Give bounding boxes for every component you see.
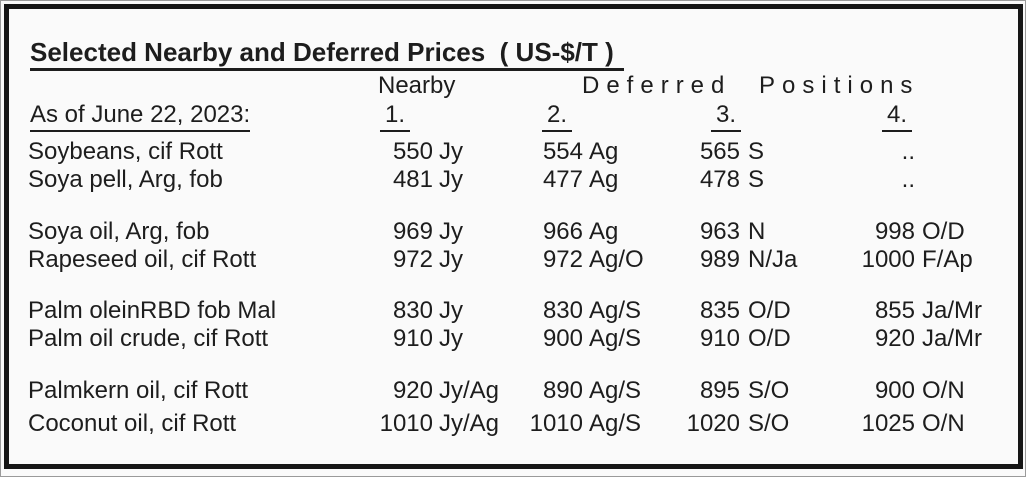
price-deferred-3-value: 835 [699,297,740,324]
price-nearby-1-value: 550 [392,138,433,165]
price-deferred-2-months: Ag [589,218,619,245]
price-deferred-3-value: 910 [699,325,740,352]
price-deferred-4-value: 998 [874,218,915,245]
price-nearby-1-months: Jy [439,138,463,165]
document-border-frame [4,4,1023,469]
column-number-2: 2. [541,101,573,132]
price-deferred-2-months: Ag [589,166,619,193]
price-nearby-1-months: Jy/Ag [439,410,500,437]
commodity-label: Rapeseed oil, cif Rott [28,246,257,273]
price-nearby-1-value: 910 [392,325,433,352]
price-deferred-3-value: 895 [699,377,740,404]
table-row: Palm oil crude, cif Rott 910 Jy 900 Ag/S… [0,325,1026,353]
price-deferred-2-months: Ag/S [589,325,642,352]
table-row: Palmkern oil, cif Rott 920 Jy/Ag 890 Ag/… [0,377,1026,405]
price-deferred-3-months: N/Ja [748,246,798,273]
as-of-date-label: As of June 22, 2023: [30,101,251,132]
price-deferred-4-value: 920 [874,325,915,352]
price-nearby-1-months: Jy [439,325,463,352]
table-row: Coconut oil, cif Rott 1010 Jy/Ag 1010 Ag… [0,410,1026,438]
price-nearby-1-value: 969 [392,218,433,245]
price-deferred-3-months: S [748,138,765,165]
price-deferred-4-months: Ja/Mr [922,297,982,324]
price-deferred-2-months: Ag/S [589,377,642,404]
table-row: Soya oil, Arg, fob 969 Jy 966 Ag 963 N 9… [0,218,1026,246]
price-deferred-2-months: Ag [589,138,619,165]
price-deferred-2-value: 972 [542,246,583,273]
price-deferred-4-months: F/Ap [922,246,973,273]
price-deferred-2-months: Ag/S [589,297,642,324]
nearby-column-header: Nearby [378,72,456,99]
price-deferred-3-months: S [748,166,765,193]
price-deferred-3-value: 989 [699,246,740,273]
price-deferred-3-months: O/D [748,325,791,352]
price-deferred-3-value: 1020 [686,410,740,437]
price-deferred-4-value: 900 [874,377,915,404]
deferred-positions-header: Deferred Positions [582,72,920,99]
commodity-label: Palmkern oil, cif Rott [28,377,249,404]
price-deferred-3-months: S/O [748,410,790,437]
commodity-label: Coconut oil, cif Rott [28,410,237,437]
page-title: Selected Nearby and Deferred Prices ( US… [30,37,624,71]
column-number-3: 3. [710,101,742,132]
price-deferred-4-value: .. [901,138,915,165]
table-row: Soybeans, cif Rott 550 Jy 554 Ag 565 S .… [0,138,1026,166]
column-number-4: 4. [881,101,913,132]
price-deferred-4-value: .. [901,166,915,193]
price-nearby-1-value: 481 [392,166,433,193]
price-deferred-2-value: 966 [542,218,583,245]
price-deferred-4-months: O/D [922,218,965,245]
price-deferred-2-value: 830 [542,297,583,324]
price-deferred-2-value: 477 [542,166,583,193]
price-deferred-2-value: 900 [542,325,583,352]
price-nearby-1-value: 972 [392,246,433,273]
price-deferred-3-value: 565 [699,138,740,165]
price-nearby-1-months: Jy [439,246,463,273]
price-deferred-3-months: N [748,218,766,245]
price-deferred-2-value: 1010 [529,410,583,437]
price-deferred-2-months: Ag/O [589,246,644,273]
price-deferred-4-months: Ja/Mr [922,325,982,352]
price-deferred-2-value: 890 [542,377,583,404]
table-row: Rapeseed oil, cif Rott 972 Jy 972 Ag/O 9… [0,246,1026,274]
commodity-label: Soya oil, Arg, fob [28,218,210,245]
price-deferred-4-months: O/N [922,377,965,404]
price-nearby-1-months: Jy [439,297,463,324]
price-deferred-4-value: 855 [874,297,915,324]
price-deferred-4-value: 1025 [861,410,915,437]
commodity-label: Palm oleinRBD fob Mal [28,297,277,324]
commodity-label: Palm oil crude, cif Rott [28,325,269,352]
price-nearby-1-value: 920 [392,377,433,404]
price-nearby-1-value: 1010 [379,410,433,437]
price-nearby-1-months: Jy [439,218,463,245]
commodity-label: Soybeans, cif Rott [28,138,223,165]
price-deferred-3-months: S/O [748,377,790,404]
table-row: Soya pell, Arg, fob 481 Jy 477 Ag 478 S … [0,166,1026,194]
price-nearby-1-months: Jy/Ag [439,377,500,404]
price-deferred-2-months: Ag/S [589,410,642,437]
price-deferred-3-value: 478 [699,166,740,193]
price-deferred-3-months: O/D [748,297,791,324]
price-nearby-1-months: Jy [439,166,463,193]
commodity-label: Soya pell, Arg, fob [28,166,223,193]
price-deferred-2-value: 554 [542,138,583,165]
price-deferred-4-months: O/N [922,410,965,437]
column-number-1: 1. [379,101,411,132]
price-nearby-1-value: 830 [392,297,433,324]
price-deferred-3-value: 963 [699,218,740,245]
table-row: Palm oleinRBD fob Mal 830 Jy 830 Ag/S 83… [0,297,1026,325]
price-deferred-4-value: 1000 [861,246,915,273]
